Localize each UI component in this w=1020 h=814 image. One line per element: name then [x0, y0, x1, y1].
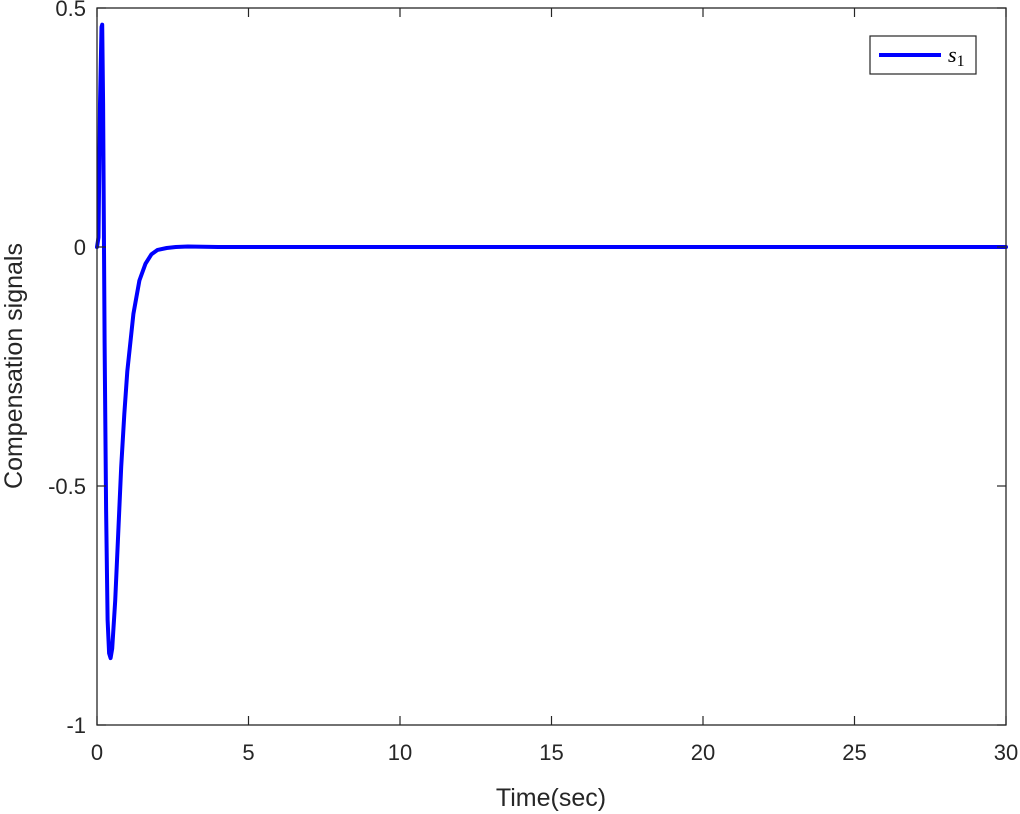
x-tick-label: 15 — [539, 740, 563, 765]
x-tick-label: 30 — [994, 740, 1018, 765]
x-tick-label: 20 — [691, 740, 715, 765]
legend-label: s1 — [948, 42, 965, 70]
y-tick-label: 0.5 — [55, 0, 86, 21]
series-layer — [95, 22, 1008, 661]
series-line-s1 — [95, 22, 1008, 661]
x-tick-label: 10 — [388, 740, 412, 765]
legend[interactable]: s1 — [869, 35, 977, 75]
y-tick-labels: -1 -0.5 0 0.5 — [48, 0, 86, 738]
y-tick-label: -1 — [66, 713, 86, 738]
y-axis-label: Compensation signals — [0, 243, 28, 489]
x-tick-label: 25 — [842, 740, 866, 765]
y-tick-label: 0 — [74, 235, 86, 260]
x-axis-label: Time(sec) — [496, 784, 606, 812]
x-tick-label: 5 — [242, 740, 254, 765]
plot-area — [95, 7, 1008, 726]
ticks-layer — [96, 7, 1007, 726]
x-tick-label: 0 — [91, 740, 103, 765]
x-tick-labels: 0 5 10 15 20 25 30 — [91, 740, 1018, 765]
legend-subscript: 1 — [957, 53, 965, 70]
y-tick-label: -0.5 — [48, 474, 86, 499]
plot-background — [97, 8, 1006, 725]
